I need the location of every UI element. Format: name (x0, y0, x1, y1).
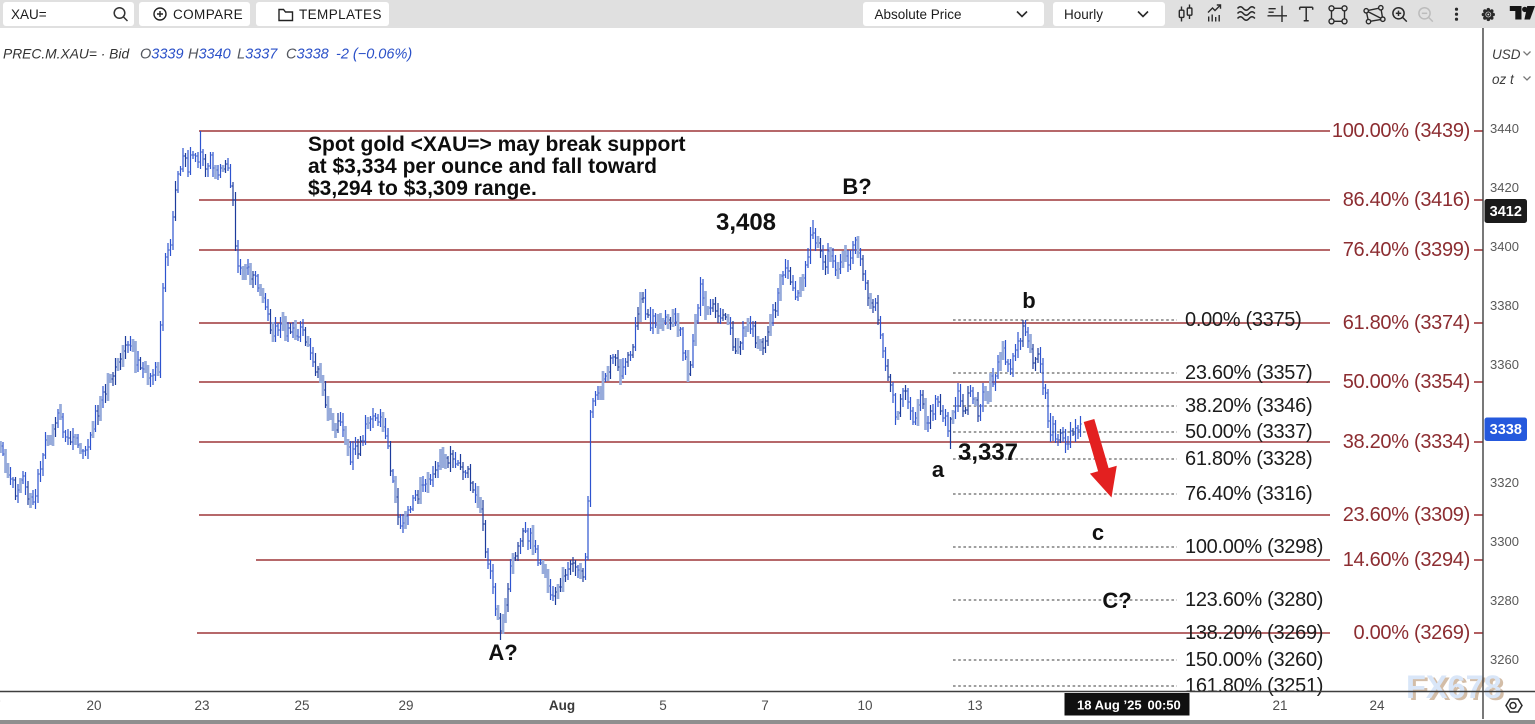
svg-text:3338: 3338 (1490, 422, 1522, 438)
svg-text:10: 10 (857, 698, 872, 713)
svg-text:3,337: 3,337 (958, 439, 1018, 466)
svg-text:3412: 3412 (1490, 204, 1522, 220)
svg-text:13: 13 (967, 698, 982, 713)
svg-text:PREC.M.XAU= · Bid: PREC.M.XAU= · Bid (3, 47, 130, 62)
svg-text:Aug: Aug (549, 698, 575, 713)
svg-text:3300: 3300 (1490, 534, 1519, 549)
svg-text:24: 24 (1369, 698, 1385, 713)
svg-text:b: b (1022, 288, 1035, 313)
svg-text:USD: USD (1492, 47, 1521, 62)
svg-text:COMPARE: COMPARE (173, 7, 243, 22)
svg-text:7: 7 (0, 698, 1, 713)
svg-text:O3339: O3339 (140, 47, 184, 63)
svg-text:0.00% (3375): 0.00% (3375) (1185, 309, 1301, 331)
svg-text:50.00% (3337): 50.00% (3337) (1185, 421, 1312, 443)
svg-text:-2 (−0.06%): -2 (−0.06%) (336, 47, 412, 63)
svg-text:100.00% (3298): 100.00% (3298) (1185, 536, 1323, 558)
svg-text:3440: 3440 (1490, 121, 1519, 136)
svg-text:3280: 3280 (1490, 593, 1519, 608)
svg-text:29: 29 (398, 698, 413, 713)
svg-text:61.80% (3328): 61.80% (3328) (1185, 448, 1312, 470)
svg-text:138.20% (3269): 138.20% (3269) (1185, 622, 1323, 644)
svg-text:23.60% (3309): 23.60% (3309) (1343, 504, 1470, 526)
svg-text:TEMPLATES: TEMPLATES (299, 7, 382, 22)
svg-text:FX678: FX678 (1406, 669, 1502, 705)
svg-text:3360: 3360 (1490, 357, 1519, 372)
svg-text:C3338: C3338 (286, 47, 329, 63)
svg-text:A?: A? (488, 640, 517, 665)
svg-text:L3337: L3337 (237, 47, 278, 63)
svg-text:H3340: H3340 (188, 47, 231, 63)
svg-text:Spot gold <XAU=> may break sup: Spot gold <XAU=> may break support (308, 133, 686, 156)
svg-text:C?: C? (1102, 588, 1131, 613)
svg-text:14.60% (3294): 14.60% (3294) (1343, 549, 1470, 571)
svg-text:18 Aug ’25: 18 Aug ’25 (1077, 698, 1142, 713)
svg-text:23: 23 (194, 698, 209, 713)
svg-text:oz t: oz t (1492, 72, 1515, 87)
svg-text:20: 20 (86, 698, 101, 713)
svg-text:23.60% (3357): 23.60% (3357) (1185, 362, 1312, 384)
svg-text:5: 5 (659, 698, 667, 713)
svg-text:3400: 3400 (1490, 239, 1519, 254)
svg-text:38.20% (3346): 38.20% (3346) (1185, 395, 1312, 417)
svg-text:FX678: FX678 (1409, 671, 1505, 707)
svg-text:c: c (1092, 520, 1104, 545)
svg-text:0.00% (3269): 0.00% (3269) (1354, 622, 1470, 644)
svg-text:at $3,334 per ounce and fall t: at $3,334 per ounce and fall toward (308, 155, 657, 178)
svg-text:a: a (932, 457, 945, 482)
svg-text:3420: 3420 (1490, 180, 1519, 195)
svg-text:3320: 3320 (1490, 475, 1519, 490)
svg-text:150.00% (3260): 150.00% (3260) (1185, 649, 1323, 671)
svg-text:3380: 3380 (1490, 298, 1519, 313)
svg-text:100.00% (3439): 100.00% (3439) (1332, 120, 1470, 142)
svg-text:38.20% (3334): 38.20% (3334) (1343, 431, 1470, 453)
svg-text:$3,294 to $3,309 range.: $3,294 to $3,309 range. (308, 177, 537, 200)
svg-text:123.60% (3280): 123.60% (3280) (1185, 589, 1323, 611)
svg-text:76.40% (3399): 76.40% (3399) (1343, 239, 1470, 261)
svg-text:00:50: 00:50 (1148, 698, 1181, 713)
svg-text:50.00% (3354): 50.00% (3354) (1343, 371, 1470, 393)
svg-text:B?: B? (842, 174, 871, 199)
svg-text:25: 25 (294, 698, 309, 713)
svg-text:3,408: 3,408 (716, 209, 776, 236)
svg-text:86.40% (3416): 86.40% (3416) (1343, 189, 1470, 211)
svg-text:76.40% (3316): 76.40% (3316) (1185, 483, 1312, 505)
svg-text:21: 21 (1272, 698, 1287, 713)
svg-text:7: 7 (761, 698, 769, 713)
svg-text:61.80% (3374): 61.80% (3374) (1343, 312, 1470, 334)
svg-text:3260: 3260 (1490, 652, 1519, 667)
svg-text:161.80% (3251): 161.80% (3251) (1185, 675, 1323, 697)
